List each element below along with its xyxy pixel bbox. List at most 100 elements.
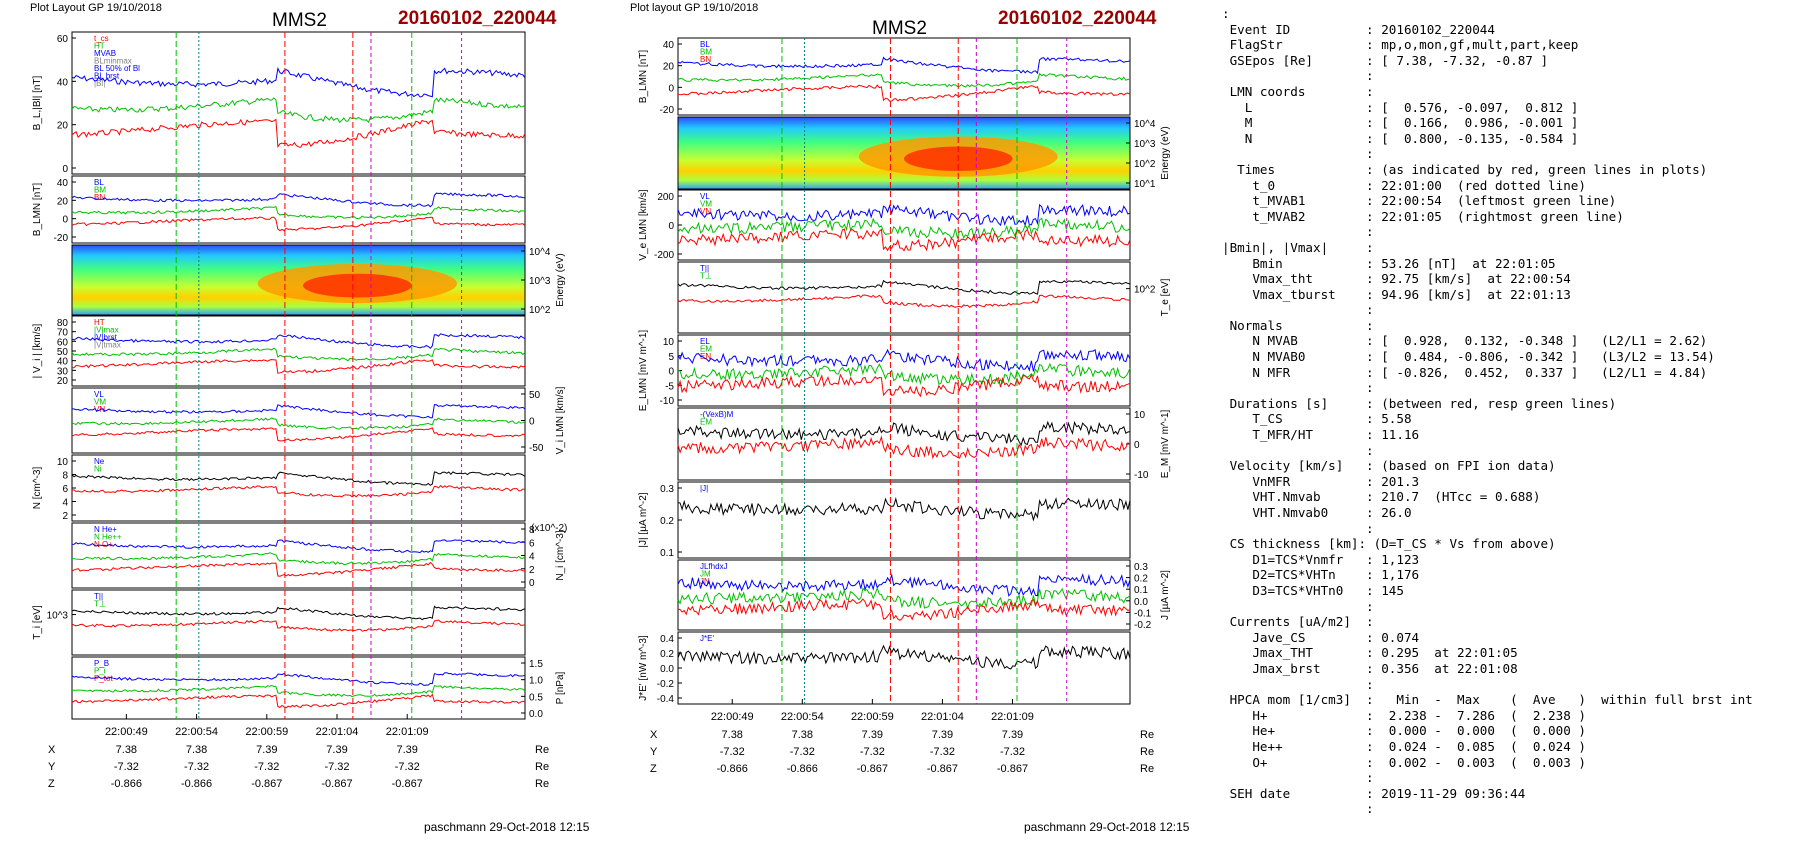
legend-entry: N He+ [94,525,117,534]
position-value: -0.867 [857,763,888,775]
panel-frame [71,454,526,522]
series-line [71,205,526,220]
series-line [677,56,1131,75]
legend-entry: |J| [700,484,708,493]
y-axis-label: E_M [mV m^-1] [1160,409,1171,478]
legend-entry: Ni [94,465,102,474]
x-tick-label: 22:01:09 [991,711,1034,723]
info-line: Normals : [1222,317,1374,333]
info-line: Event ID : 20160102_220044 [1222,21,1495,37]
middle-figure: Plot layout GP 19/10/2018 MMS2 20160102_… [600,0,1220,841]
legend-entry: T⊥ [700,272,712,281]
y-tick-label: 0 [62,215,68,226]
series-line [677,497,1131,522]
series-line [677,572,1131,597]
legend-entry: BL [94,178,104,187]
y-tick-label: 8 [529,525,535,536]
position-value: -7.32 [860,746,885,758]
info-line: t_MVAB1 : 22:00:54 (leftmost green line) [1222,193,1617,209]
position-unit: Re [1140,729,1154,741]
y-tick-label: 80 [57,318,69,329]
y-tick-label: 5 [668,352,674,363]
series-line [677,644,1131,670]
series-line [677,228,1131,252]
y-tick-label: 10^3 [47,611,69,622]
info-line: D3=TCS*VHTn0 : 145 [1222,582,1404,598]
legend-entry: |V|tmax [94,341,121,350]
position-row-label: X [650,729,658,741]
left-event-title: 20160102_220044 [398,8,557,29]
y-tick-label: -10 [660,396,675,407]
legend-entry: T⊥ [94,600,106,609]
legend-entry: HT [94,318,105,327]
y-tick-label: 0.3 [1134,562,1148,573]
info-line: Durations [s] : (between red, resp green… [1222,395,1617,411]
series-line [677,279,1131,295]
legend-entry: T|| [94,592,103,601]
info-line: Jave_CS : 0.074 [1222,629,1420,645]
position-unit: Re [535,778,549,790]
legend-entry: EN [700,352,711,361]
position-value: -7.32 [930,746,955,758]
info-line: : [1222,598,1374,614]
info-line: CS thickness [km]: (D=T_CS * Vs from abo… [1222,536,1556,552]
position-value: 7.39 [326,744,347,756]
position-value: -7.32 [114,761,139,773]
info-line: VHT.Nmvab0 : 26.0 [1222,505,1412,520]
legend-entry: HT [94,42,105,51]
position-unit: Re [1140,746,1154,758]
y-tick-label: -0.2 [1134,620,1152,631]
y-tick-label: 10^3 [1134,139,1156,150]
info-line: T_CS : 5.58 [1222,411,1412,427]
legend-entry: VM [700,200,712,209]
x-tick-label: 22:01:04 [316,726,359,738]
position-value: -7.32 [790,746,815,758]
y-axis-label: N_i [cm^-3] [555,530,566,580]
legend-entry: MVAB [94,49,116,58]
info-line: N MVAB0 : [ 0.484, -0.806, -0.342 ] (L3/… [1222,349,1715,365]
y-tick-label: 10^2 [529,305,551,316]
info-line: |Bmin|, |Vmax| : [1222,239,1374,255]
y-axis-label: J [µA m^-2] [1160,570,1171,620]
legend-entry: t_cs [94,34,109,43]
panel-frame [71,31,526,175]
y-tick-label: 10^4 [529,247,551,258]
legend-entry: N He++ [94,533,122,542]
y-axis-label: Energy (eV) [555,253,566,306]
y-tick-label: 10^4 [1134,119,1156,130]
info-line: : [1222,520,1374,536]
position-value: -0.866 [787,763,818,775]
legend-entry: JLfhdxJ [700,562,728,571]
position-row-label: Z [650,763,657,775]
y-tick-label: 40 [57,77,69,88]
panel-frame [677,37,1131,116]
y-tick-label: -0.1 [1134,608,1152,619]
middle-spacecraft-title: MMS2 [872,18,927,39]
y-axis-label: Energy (eV) [1160,126,1171,179]
y-axis-label: |J| [µA m^-2] [638,492,649,547]
y-tick-label: 10 [1134,410,1146,421]
legend-entry: J*E' [700,634,714,643]
y-tick-label: -20 [660,105,675,116]
y-tick-label: 0 [668,83,674,94]
info-line: : [1222,302,1374,318]
series-line [677,72,1131,88]
panel-frame [71,175,526,244]
series-line [71,417,526,430]
position-value: 7.39 [932,729,953,741]
info-line: H+ : 2.238 - 7.286 ( 2.238 ) [1222,707,1586,723]
series-line [71,484,526,498]
panel-frame [71,656,526,720]
series-line [71,619,526,632]
y-tick-label: 10^1 [1134,179,1156,190]
y-tick-label: 10^2 [1134,159,1156,170]
series-line [677,348,1131,372]
info-line: : [1222,224,1374,240]
series-line [71,347,526,362]
series-line [677,420,1131,447]
legend-entry: -(VexB)M [700,410,734,419]
series-line [71,693,526,709]
middle-plot-layout-label: Plot layout GP 19/10/2018 [630,2,759,14]
